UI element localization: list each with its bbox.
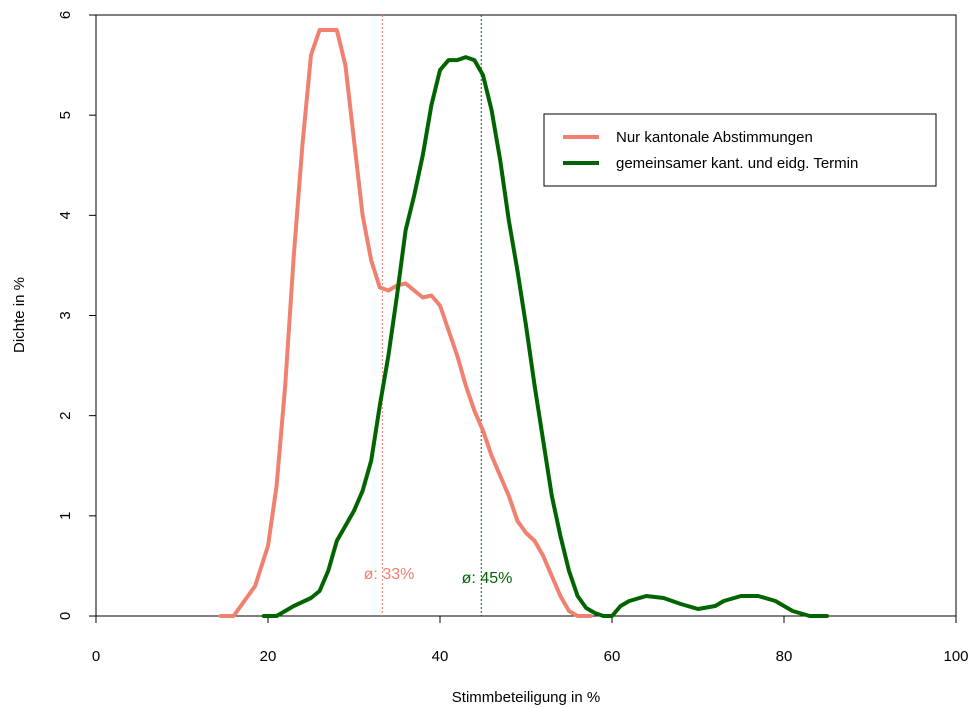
x-axis-label: Stimmbeteiligung in % bbox=[452, 689, 600, 706]
y-axis-label: Dichte in % bbox=[11, 277, 28, 353]
y-tick-label: 5 bbox=[57, 111, 74, 119]
x-tick-label: 0 bbox=[92, 648, 100, 665]
y-tick-label: 4 bbox=[57, 211, 74, 219]
x-tick-label: 20 bbox=[260, 648, 277, 665]
legend-label-gemeinsam: gemeinsamer kant. und eidg. Termin bbox=[616, 155, 858, 172]
mean-label-0: ø: 33% bbox=[364, 566, 415, 583]
mean-labels: ø: 33% ø: 45% bbox=[364, 566, 513, 587]
y-tick-label: 6 bbox=[57, 11, 74, 19]
legend-box bbox=[543, 113, 937, 187]
y-axis: 0 1 2 3 4 5 6 bbox=[57, 11, 96, 620]
legend: Nur kantonale Abstimmungen gemeinsamer k… bbox=[543, 113, 937, 187]
x-tick-label: 40 bbox=[432, 648, 449, 665]
x-tick-label: 100 bbox=[943, 648, 968, 665]
series-line-1 bbox=[261, 55, 829, 618]
x-tick-label: 60 bbox=[604, 648, 621, 665]
mean-lines bbox=[381, 15, 482, 616]
y-tick-label: 0 bbox=[57, 612, 74, 620]
x-tick-label: 80 bbox=[776, 648, 793, 665]
series-lines bbox=[218, 28, 829, 618]
y-tick-label: 3 bbox=[57, 311, 74, 319]
mean-label-1: ø: 45% bbox=[462, 570, 513, 587]
y-tick-label: 2 bbox=[57, 411, 74, 419]
legend-label-kantonal: Nur kantonale Abstimmungen bbox=[616, 129, 813, 146]
x-axis: 0 20 40 60 80 100 bbox=[92, 616, 969, 665]
series-line-0 bbox=[218, 28, 593, 618]
y-tick-label: 1 bbox=[57, 512, 74, 520]
